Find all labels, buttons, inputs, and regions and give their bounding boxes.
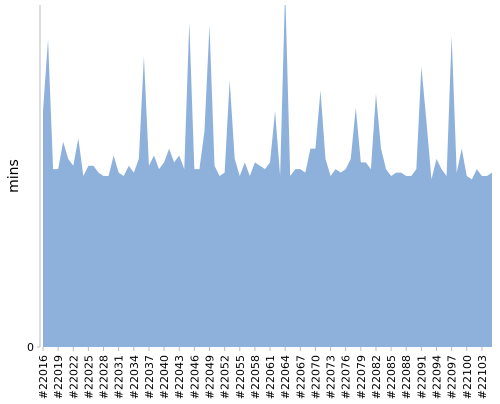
x-tick-label: #22022 [67,355,80,399]
x-tick-label: #22100 [461,355,474,399]
x-tick-label: #22019 [52,355,65,399]
y-axis-label: mins [6,159,22,193]
x-tick-label: #22052 [219,355,232,399]
x-tick-label: #22034 [128,355,141,399]
x-tick-label: #22055 [234,355,247,399]
x-tick-label: #22061 [264,355,277,399]
y-tick-label: 0 [27,341,34,354]
x-tick-label: #22031 [113,355,126,399]
x-tick-label: #22049 [203,355,216,399]
x-tick-label: #22094 [431,355,444,399]
x-tick-label: #22016 [37,355,50,399]
x-tick-label: #22091 [415,355,428,399]
x-tick-label: #22040 [158,355,171,399]
x-tick-label: #22070 [309,355,322,399]
x-tick-label: #22037 [143,355,156,399]
x-tick-label: #22025 [82,355,95,399]
x-tick-label: #22103 [476,355,489,399]
x-tick-label: #22085 [385,355,398,399]
x-tick-label: #22058 [249,355,262,399]
x-tick-label: #22082 [370,355,383,399]
x-tick-label: #22064 [279,355,292,399]
x-tick-label: #22028 [98,355,111,399]
x-tick-label: #22076 [340,355,353,399]
x-tick-label: #22079 [355,355,368,399]
x-tick-label: #22046 [188,355,201,399]
plot-area [43,5,492,347]
area [43,5,492,347]
x-tick-label: #22043 [173,355,186,399]
x-tick-label: #22073 [325,355,338,399]
x-tick-label: #22097 [446,355,459,399]
x-tick-label: #22067 [294,355,307,399]
x-tick-label: #22088 [400,355,413,399]
